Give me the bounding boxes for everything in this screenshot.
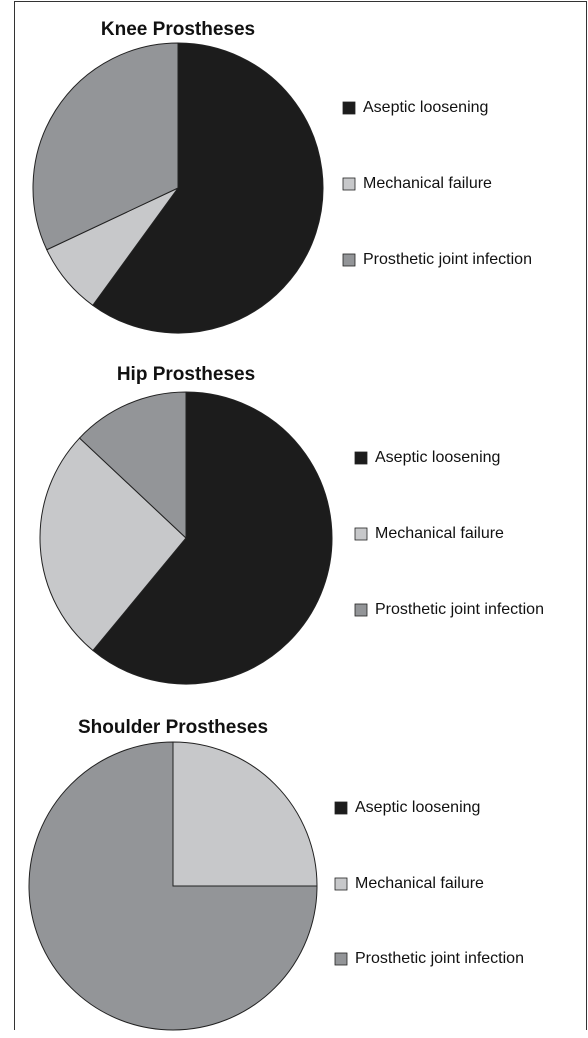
legend-label: Mechanical failure	[375, 525, 504, 542]
legend-label: Mechanical failure	[355, 875, 484, 892]
legend-label: Mechanical failure	[363, 175, 492, 192]
legend-swatch	[342, 177, 356, 191]
legend-swatch	[342, 253, 356, 267]
legend-swatch	[354, 603, 368, 617]
legend-label: Prosthetic joint infection	[375, 601, 544, 618]
pie-slice	[92, 42, 324, 334]
pie-slice	[39, 437, 187, 652]
chart-title: Knee Prostheses	[101, 19, 255, 40]
pie-slice	[78, 391, 187, 540]
pie-slice	[32, 42, 179, 251]
legend-label: Prosthetic joint infection	[363, 251, 532, 268]
legend-swatch	[334, 952, 348, 966]
legend-label: Aseptic loosening	[355, 799, 480, 816]
legend-label: Aseptic loosening	[363, 99, 488, 116]
legend-swatch	[354, 451, 368, 465]
legend-swatch	[354, 527, 368, 541]
pie-slice	[172, 741, 318, 887]
legend-label: Prosthetic joint infection	[355, 950, 524, 967]
legend-label: Aseptic loosening	[375, 449, 500, 466]
chart-title: Shoulder Prostheses	[78, 717, 268, 738]
legend-swatch	[334, 877, 348, 891]
pie-slice	[92, 391, 333, 685]
frame	[14, 1, 587, 1030]
chart-title: Hip Prostheses	[117, 364, 255, 385]
legend-swatch	[342, 101, 356, 115]
pie-slice	[28, 741, 318, 1031]
legend-swatch	[334, 801, 348, 815]
